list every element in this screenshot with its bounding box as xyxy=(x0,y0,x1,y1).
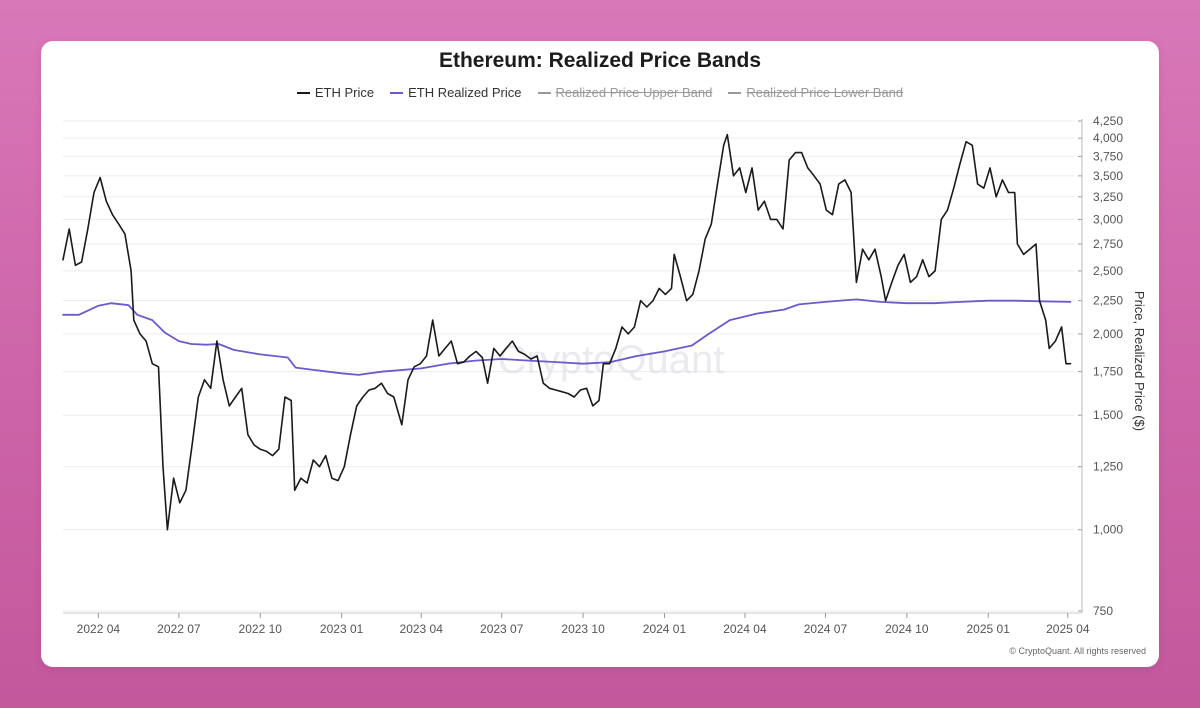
legend-item-realized-price[interactable]: ETH Realized Price xyxy=(390,85,522,100)
legend-swatch-lower-band xyxy=(728,91,742,94)
chart-title: Ethereum: Realized Price Bands xyxy=(438,49,762,72)
chart-card: Ethereum: Realized Price Bands ETH Price… xyxy=(41,41,1159,667)
price-chart[interactable]: CryptoQuant 2022 04 2022 07 2022 10 2023 01… xyxy=(41,41,1159,667)
x-tick-label: 2024 10 xyxy=(885,622,929,636)
legend-item-upper-band[interactable]: Realized Price Upper Band xyxy=(537,85,713,100)
y-tick-label: 1,500 xyxy=(1093,408,1123,422)
legend-label-eth-price: ETH Price xyxy=(314,85,375,100)
legend-label-upper-band: Realized Price Upper Band xyxy=(555,85,713,100)
y-tick-label: 3,750 xyxy=(1093,149,1123,163)
x-tick-label: 2025 01 xyxy=(967,622,1011,636)
x-tick-label: 2023 04 xyxy=(400,622,444,636)
series-line-eth-realized-price[interactable] xyxy=(62,298,1072,376)
x-tick-label: 2023 10 xyxy=(561,622,605,636)
legend-swatch-eth-price xyxy=(296,91,310,94)
chart-series xyxy=(62,133,1072,531)
chart-gridlines xyxy=(63,120,1074,612)
y-tick-label: 750 xyxy=(1093,604,1113,618)
y-tick-label: 3,250 xyxy=(1093,190,1123,204)
legend-label-lower-band: Realized Price Lower Band xyxy=(746,85,904,100)
x-tick-label: 2022 07 xyxy=(157,622,201,636)
y-tick-label: 2,250 xyxy=(1093,294,1123,308)
x-tick-label: 2022 04 xyxy=(77,622,121,636)
copyright-notice: © CryptoQuant. All rights reserved xyxy=(1009,646,1146,656)
y-tick-label: 3,500 xyxy=(1093,169,1123,183)
x-tick-label: 2023 01 xyxy=(320,622,364,636)
y-tick-label: 2,500 xyxy=(1093,264,1123,278)
x-tick-label: 2025 04 xyxy=(1046,622,1090,636)
legend-label-realized-price: ETH Realized Price xyxy=(408,85,522,100)
y-tick-label: 1,250 xyxy=(1093,460,1123,474)
y-tick-label: 1,000 xyxy=(1093,523,1123,537)
y-axis-title: Price, Realized Price ($) xyxy=(1132,291,1147,431)
series-line-eth-price[interactable] xyxy=(62,133,1072,531)
legend-swatch-upper-band xyxy=(537,91,551,94)
y-tick-label: 4,250 xyxy=(1093,114,1123,128)
chart-legend: ETH Price ETH Realized Price Realized Pr… xyxy=(41,85,1159,100)
x-tick-label: 2024 04 xyxy=(723,622,767,636)
x-tick-label: 2022 10 xyxy=(239,622,283,636)
y-tick-label: 3,000 xyxy=(1093,212,1123,226)
y-axis: 750 1,000 1,250 1,500 1,750 2,000 2,250 2,500 2,… xyxy=(1078,114,1123,618)
x-tick-label: 2024 01 xyxy=(643,622,687,636)
legend-item-lower-band[interactable]: Realized Price Lower Band xyxy=(728,85,903,100)
x-axis: 2022 04 2022 07 2022 10 2023 01 2023 04 2023 … xyxy=(63,612,1090,636)
y-tick-label: 4,000 xyxy=(1093,131,1123,145)
y-tick-label: 2,750 xyxy=(1093,237,1123,251)
legend-swatch-realized-price xyxy=(390,91,404,94)
y-tick-label: 2,000 xyxy=(1093,327,1123,341)
x-tick-label: 2024 07 xyxy=(804,622,848,636)
x-tick-label: 2023 07 xyxy=(480,622,524,636)
legend-item-eth-price[interactable]: ETH Price xyxy=(296,85,375,100)
y-tick-label: 1,750 xyxy=(1093,365,1123,379)
